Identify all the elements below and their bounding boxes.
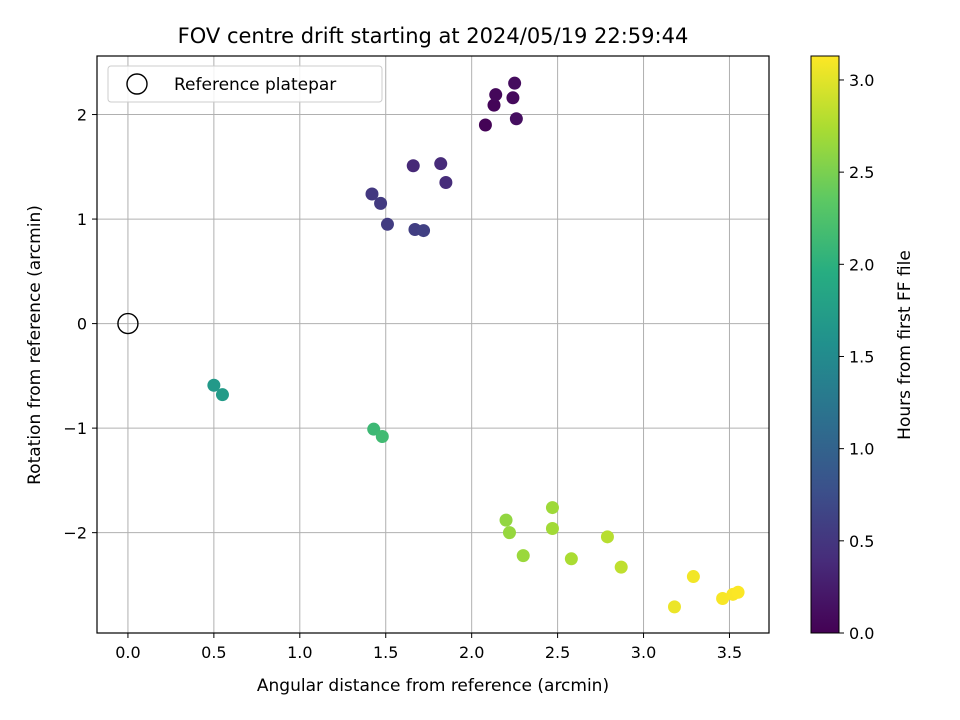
- x-axis-label: Angular distance from reference (arcmin): [257, 676, 609, 696]
- colorbar-tick-label: 2.5: [849, 163, 874, 182]
- plot-frame: [96, 55, 770, 634]
- data-point: [545, 501, 559, 515]
- data-point: [716, 592, 730, 606]
- colorbar-tick-label: 1.0: [849, 440, 874, 459]
- colorbar-label: Hours from first FF file: [895, 250, 915, 440]
- data-point: [375, 429, 389, 443]
- colorbar-tick-label: 3.0: [849, 71, 874, 90]
- data-point: [667, 600, 681, 614]
- data-point: [406, 159, 420, 173]
- x-tick-label: 2.0: [459, 643, 484, 662]
- y-axis-label: Rotation from reference (arcmin): [25, 205, 45, 485]
- data-point: [439, 175, 453, 189]
- colorbar-tick-label: 1.5: [849, 347, 874, 366]
- x-tick-label: 1.5: [373, 643, 398, 662]
- data-point: [434, 157, 448, 171]
- data-point: [508, 76, 522, 90]
- data-point: [365, 187, 379, 201]
- colorbar: [810, 55, 840, 634]
- y-tick-label: −2: [63, 524, 87, 543]
- reference-marker-layer: [117, 312, 139, 335]
- legend-box: [107, 65, 383, 103]
- data-point: [545, 521, 559, 535]
- colorbar-tick-label: 0.0: [849, 624, 874, 643]
- data-point: [374, 196, 388, 210]
- y-tick-label: 2: [77, 106, 87, 125]
- data-points: [207, 76, 745, 614]
- reference-platepar-marker: [117, 312, 139, 335]
- data-point: [686, 570, 700, 584]
- data-point: [506, 91, 520, 105]
- data-point: [502, 526, 516, 540]
- data-point: [614, 560, 628, 574]
- legend: Reference platepar: [107, 65, 383, 103]
- x-tick-label: 1.0: [287, 643, 312, 662]
- y-tick-label: 1: [77, 210, 87, 229]
- y-tick-label: 0: [77, 315, 87, 334]
- colorbar-tick-label: 0.5: [849, 532, 874, 551]
- data-point: [215, 388, 229, 402]
- legend-entry-reference: Reference platepar: [174, 75, 336, 95]
- grid-lines: [97, 56, 769, 633]
- x-tick-label: 0.5: [201, 643, 226, 662]
- data-point: [499, 513, 513, 527]
- data-point: [509, 112, 523, 126]
- data-point: [487, 98, 501, 112]
- legend-reference-marker: [126, 73, 148, 95]
- x-tick-label: 0.0: [115, 643, 140, 662]
- colorbar-ticks: 0.0 0.5 1.0 1.5 2.0 2.5 3.0: [839, 71, 874, 643]
- data-point: [380, 217, 394, 231]
- colorbar-tick-label: 2.0: [849, 255, 874, 274]
- data-point: [489, 88, 503, 102]
- data-point: [207, 378, 221, 392]
- y-axis-ticks: −2 −1 0 1 2: [63, 106, 97, 543]
- data-point: [600, 530, 614, 544]
- x-axis-ticks: 0.0 0.5 1.0 1.5 2.0 2.5 3.0 3.5: [115, 633, 742, 662]
- x-tick-label: 3.5: [717, 643, 742, 662]
- x-tick-label: 2.5: [545, 643, 570, 662]
- data-point: [417, 224, 431, 238]
- data-point: [564, 552, 578, 566]
- chart-title: FOV centre drift starting at 2024/05/19 …: [178, 24, 689, 48]
- y-tick-label: −1: [63, 419, 87, 438]
- x-tick-label: 3.0: [631, 643, 656, 662]
- data-point: [478, 118, 492, 132]
- data-point: [367, 422, 381, 436]
- data-point: [516, 549, 530, 563]
- data-point: [731, 585, 745, 599]
